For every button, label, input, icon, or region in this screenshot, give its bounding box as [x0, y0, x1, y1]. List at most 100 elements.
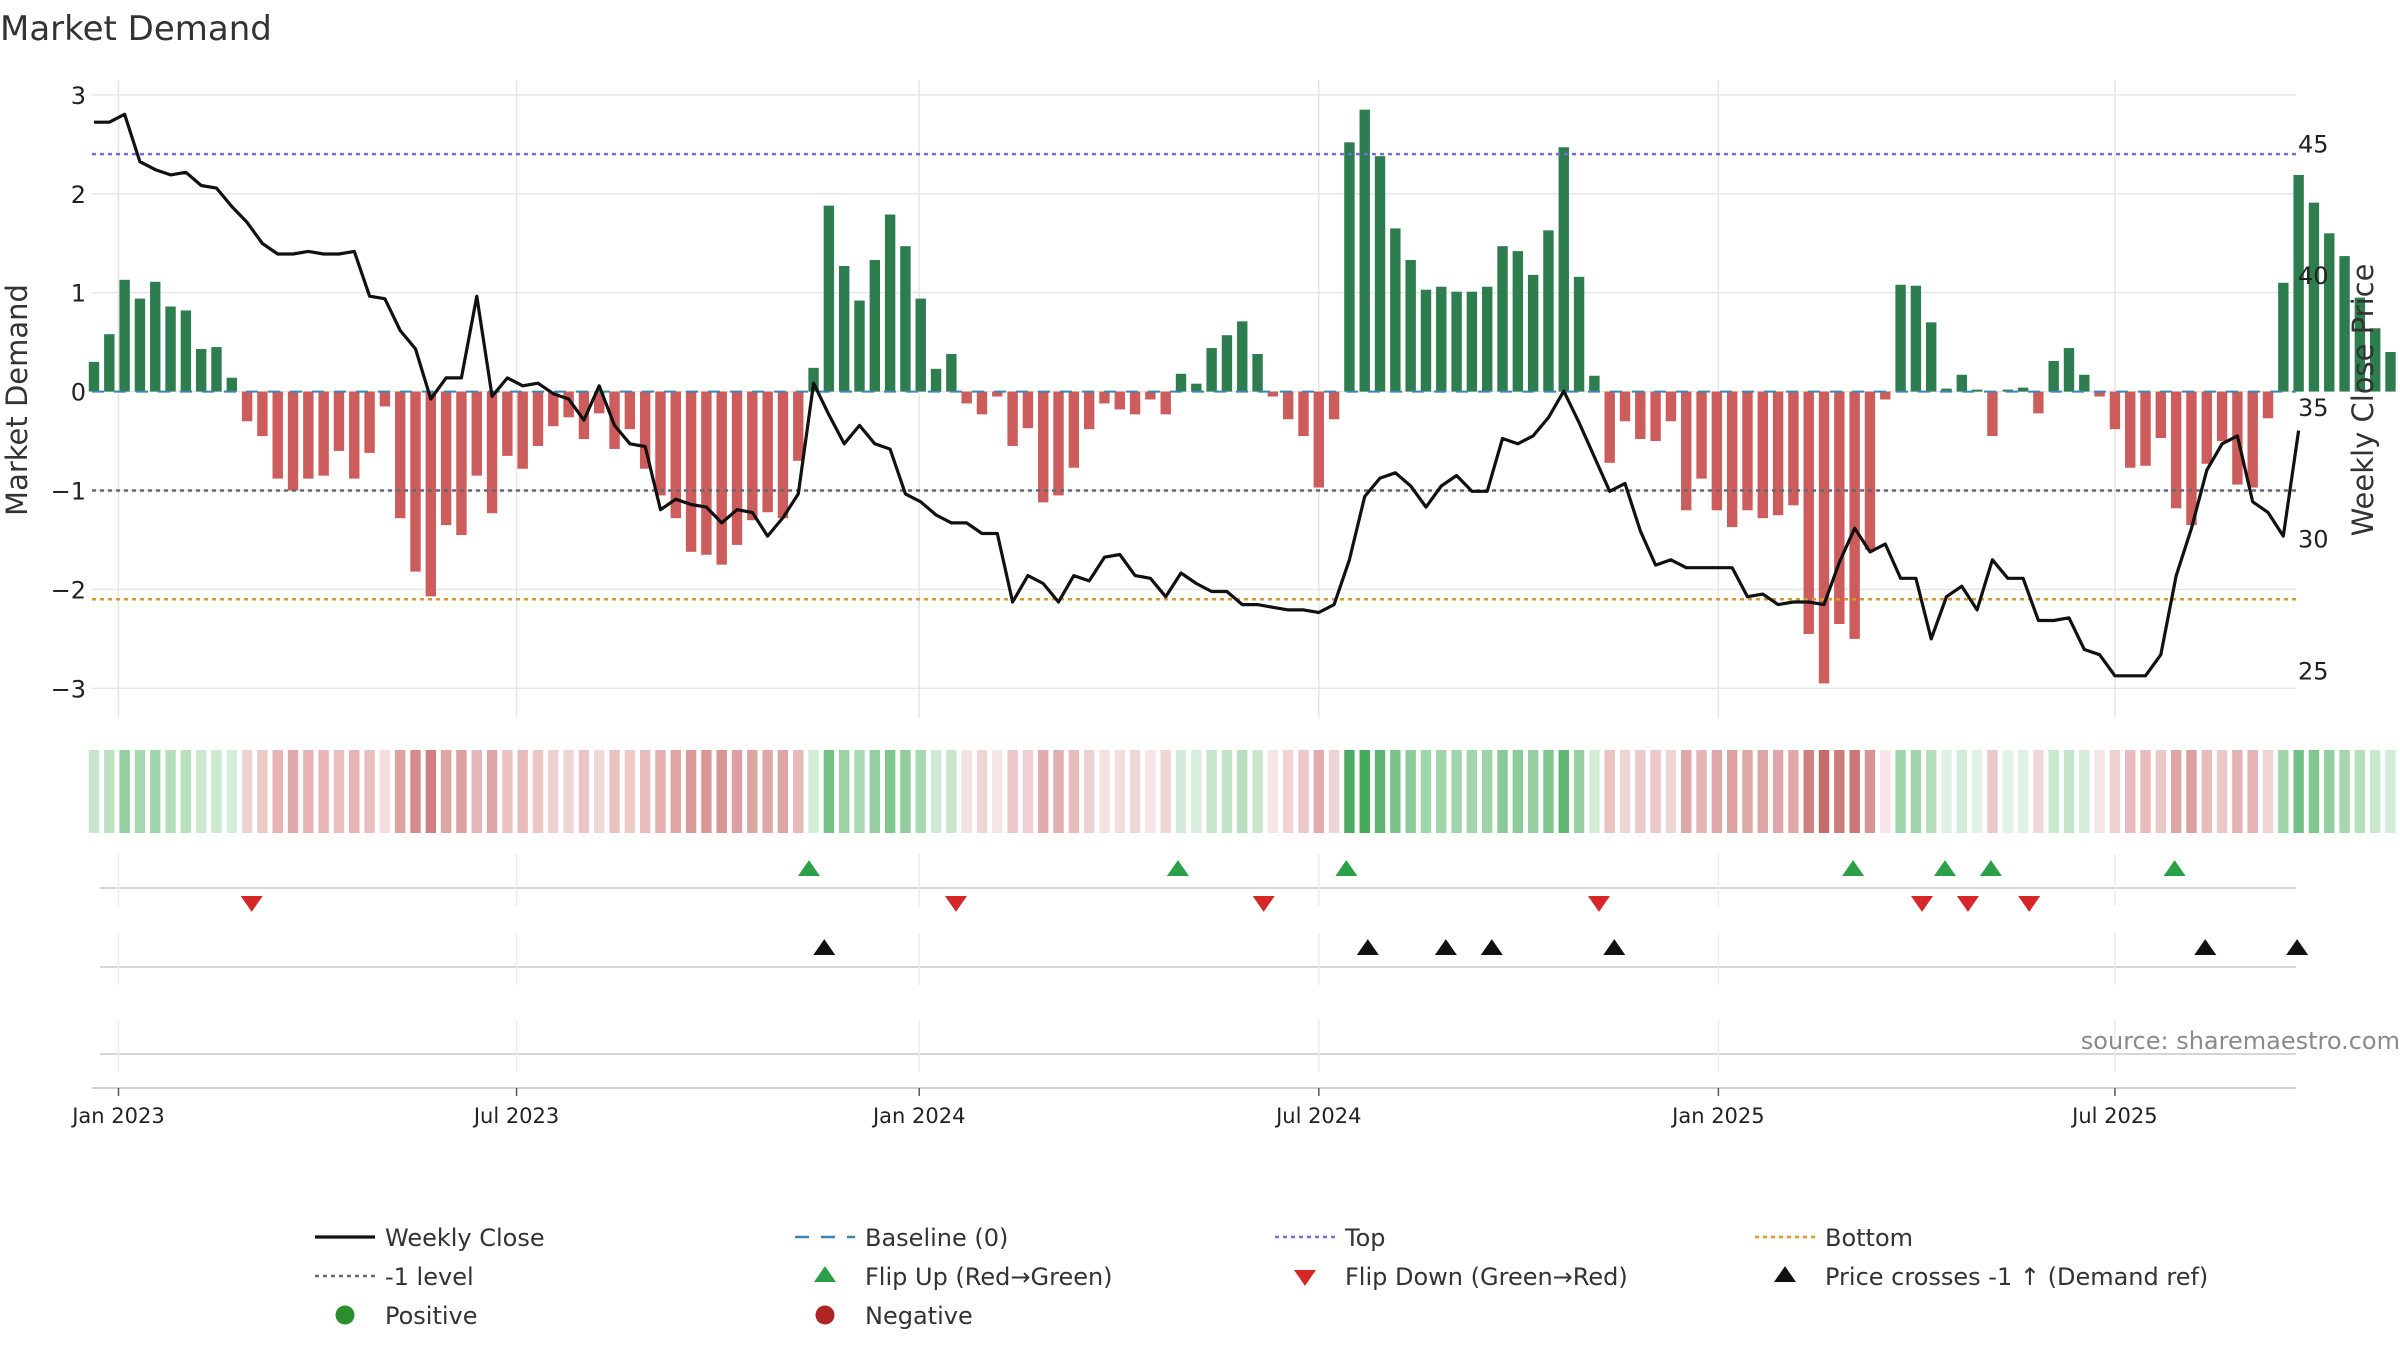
flip-markers-row — [100, 854, 2296, 912]
demand-bar-negative — [1880, 391, 1891, 400]
strip-cell — [1267, 750, 1279, 833]
flip-up-marker — [1166, 860, 1189, 877]
strip-cell — [1497, 750, 1508, 833]
strip-cell — [2186, 750, 2197, 833]
demand-bar-positive — [1420, 289, 1432, 392]
y-tick-label: 1 — [71, 280, 86, 308]
strip-cell — [976, 750, 988, 833]
strip-cell — [777, 750, 789, 833]
demand-bar-negative — [716, 391, 727, 565]
demand-bar-negative — [1619, 391, 1631, 422]
strip-cell — [2324, 750, 2335, 833]
strip-cell — [1589, 750, 1600, 833]
strip-cell — [1772, 750, 1784, 833]
strip-cell — [1573, 750, 1585, 833]
x-tick-label: Jul 2025 — [2070, 1104, 2157, 1128]
strip-cell — [1221, 750, 1233, 833]
demand-bar-negative — [1068, 391, 1080, 468]
price-cross-marker — [813, 939, 836, 956]
flip-down-marker — [944, 895, 967, 912]
demand-bar-positive — [88, 361, 100, 392]
strip-cell — [1359, 750, 1370, 833]
strip-cell — [594, 750, 605, 833]
demand-bars — [88, 109, 2396, 684]
legend-label: -1 level — [385, 1263, 474, 1291]
demand-bar-positive — [854, 300, 865, 392]
strip-cell — [930, 750, 942, 833]
strip-cell — [502, 750, 513, 833]
demand-bar-negative — [1053, 391, 1064, 496]
strip-cell — [1390, 750, 1401, 833]
demand-bar-positive — [2079, 374, 2090, 392]
strip-cell — [1053, 750, 1064, 833]
strip-cell — [1742, 750, 1753, 833]
strip-cell — [1665, 750, 1677, 833]
demand-bar-positive — [808, 367, 819, 392]
legend-swatch-circle — [815, 1305, 835, 1325]
demand-bar-negative — [1803, 391, 1814, 634]
flip-down-marker — [1252, 895, 1275, 912]
demand-bar-negative — [2186, 391, 2197, 526]
price-cross-marker — [1356, 939, 1379, 956]
strip-cell — [1956, 750, 1968, 833]
demand-bar-negative — [486, 391, 498, 514]
demand-bar-negative — [594, 391, 605, 414]
demand-bar-negative — [762, 391, 773, 513]
strip-cell — [1022, 750, 1034, 833]
demand-bar-positive — [1405, 260, 1416, 392]
demand-bar-positive — [104, 334, 115, 392]
strip-cell — [1436, 750, 1447, 833]
demand-bar-negative — [241, 391, 253, 422]
demand-bar-negative — [1818, 391, 1830, 684]
strip-cell — [2369, 750, 2381, 833]
demand-bar-positive — [1910, 285, 1922, 392]
demand-bar-positive — [1971, 389, 1983, 392]
demand-bar-negative — [395, 391, 406, 519]
strip-cell — [2125, 750, 2136, 833]
demand-bar-positive — [150, 281, 161, 392]
strip-cell — [1757, 750, 1768, 833]
demand-bar-negative — [670, 391, 681, 519]
price-cross-marker — [2194, 939, 2217, 956]
demand-bar-negative — [2216, 391, 2228, 442]
strip-cell — [1971, 750, 1983, 833]
x-axis-ticks: Jan 2023 Jul 2023 Jan 2024 Jul 2024 Jan 2025… — [70, 1088, 2158, 1128]
strip-cell — [364, 750, 375, 833]
strip-cell — [2048, 750, 2059, 833]
demand-bar-negative — [1328, 391, 1340, 420]
demand-bar-negative — [1987, 391, 1998, 437]
demand-bar-positive — [1895, 284, 1906, 392]
strip-cell — [1941, 750, 1952, 833]
strip-cell — [609, 750, 620, 833]
strip-cell — [961, 750, 972, 833]
strip-cell — [456, 750, 467, 833]
strip-cell — [1298, 750, 1309, 833]
strip-cell — [2063, 750, 2075, 833]
strip-cell — [823, 750, 835, 833]
strip-cell — [2170, 750, 2182, 833]
demand-bar-positive — [2354, 297, 2366, 392]
demand-bar-negative — [2247, 391, 2258, 488]
strip-cell — [2216, 750, 2228, 833]
strip-cell — [150, 750, 161, 833]
strip-cell — [1160, 750, 1171, 833]
strip-cell — [1466, 750, 1478, 833]
price-cross-marker — [2286, 939, 2309, 956]
strip-cell — [532, 750, 544, 833]
strip-cell — [2017, 750, 2029, 833]
strip-cell — [1895, 750, 1906, 833]
strip-cell — [2109, 750, 2121, 833]
demand-bar-negative — [2262, 391, 2274, 419]
strip-cell — [1681, 750, 1692, 833]
legend-swatch-triangle-up — [1774, 1266, 1796, 1283]
strip-cell — [1129, 750, 1141, 833]
demand-bar-positive — [1175, 373, 1187, 392]
demand-bar-negative — [777, 391, 789, 519]
demand-bar-negative — [1681, 391, 1692, 511]
demand-bar-positive — [134, 298, 146, 392]
strip-cell — [1910, 750, 1922, 833]
strip-cell — [1145, 750, 1156, 833]
y-axis-ticks: 3 2 1 0 −1 −2 −3 — [51, 82, 86, 703]
strip-cell — [1114, 750, 1125, 833]
strip-cell — [762, 750, 773, 833]
